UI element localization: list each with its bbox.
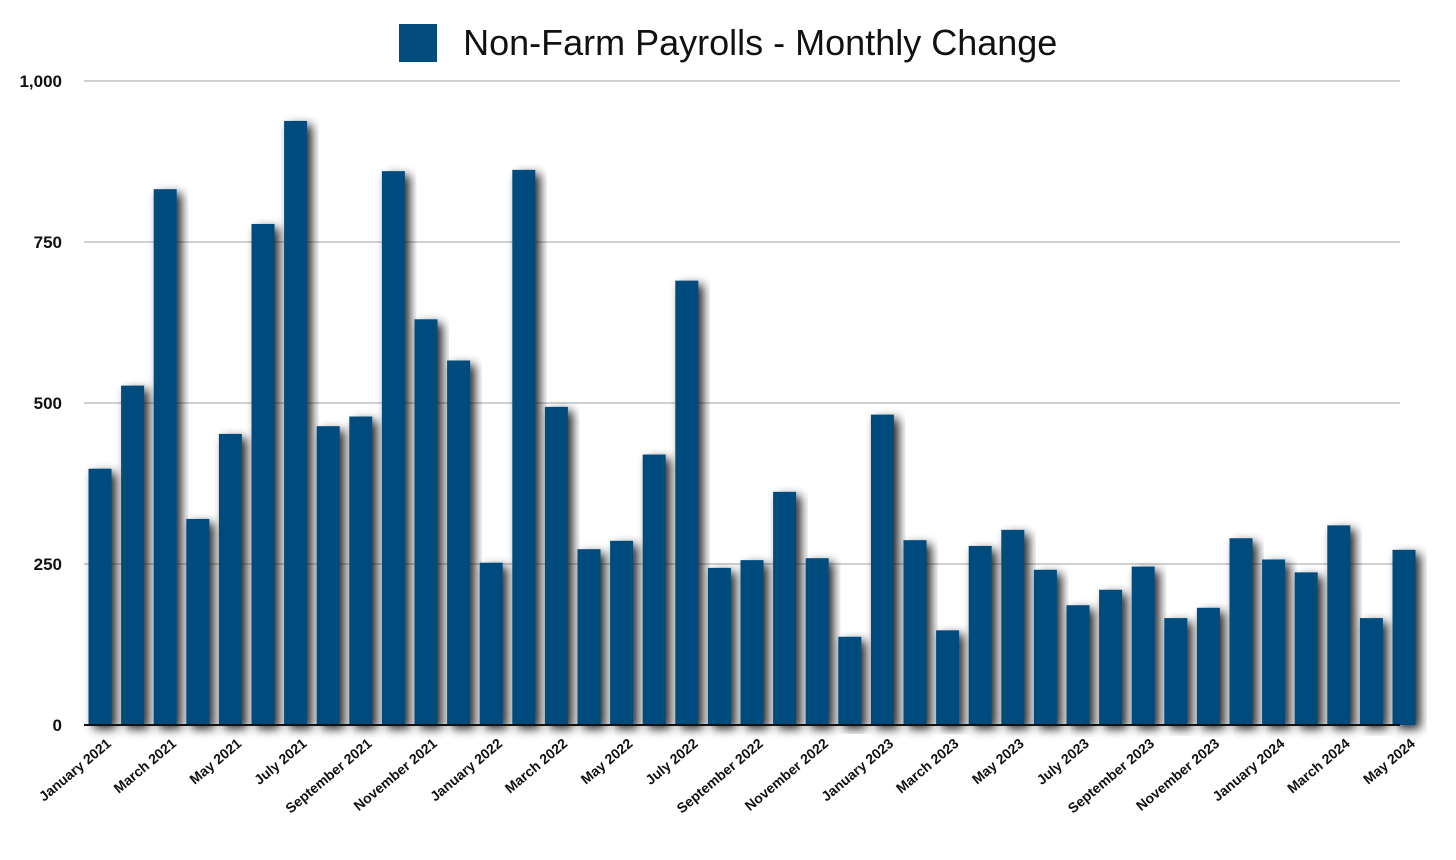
bar <box>1001 529 1025 725</box>
x-tick-label: July 2023 <box>1033 735 1092 788</box>
bar <box>1327 525 1351 725</box>
bar <box>1229 538 1253 725</box>
legend-swatch <box>398 24 437 62</box>
legend-label: Non-Farm Payrolls - Monthly Change <box>463 22 1058 63</box>
x-tick-label: July 2021 <box>251 735 310 788</box>
y-tick-label: 250 <box>34 555 62 574</box>
y-tick-label: 0 <box>53 716 62 735</box>
bar <box>414 319 438 725</box>
bar <box>121 385 145 725</box>
bar <box>642 454 666 725</box>
bar <box>251 223 275 725</box>
bar <box>870 414 894 725</box>
bar <box>1392 549 1416 725</box>
bar <box>1131 566 1155 725</box>
bar <box>1066 605 1090 725</box>
bar <box>1164 618 1188 725</box>
y-tick-label: 1,000 <box>19 72 62 91</box>
bar <box>1196 607 1220 725</box>
x-tick-label: March 2023 <box>893 735 962 796</box>
x-tick-label: May 2023 <box>969 735 1027 787</box>
x-tick-label: March 2024 <box>1284 735 1353 796</box>
bars <box>88 120 1416 726</box>
bar <box>349 416 373 725</box>
x-tick-label: May 2022 <box>578 735 636 787</box>
bar <box>1099 589 1123 725</box>
bar <box>903 540 927 725</box>
y-tick-label: 750 <box>34 233 62 252</box>
bar <box>381 171 405 725</box>
bar <box>512 169 536 725</box>
x-tick-label: January 2023 <box>818 735 896 804</box>
bar <box>675 280 699 725</box>
bar <box>218 433 242 725</box>
x-tick-label: March 2022 <box>502 735 571 796</box>
bar <box>707 567 731 725</box>
x-tick-label: July 2022 <box>642 735 701 788</box>
gridlines <box>84 80 1400 565</box>
bar <box>153 189 177 725</box>
bar <box>740 560 764 725</box>
bar <box>1294 572 1318 725</box>
x-tick-label: January 2024 <box>1209 735 1287 804</box>
bar <box>936 630 960 725</box>
bar <box>479 562 503 725</box>
bar <box>773 491 797 725</box>
bar <box>577 549 601 725</box>
bar <box>316 426 340 725</box>
x-tick-label: January 2021 <box>36 735 114 804</box>
y-tick-label: 500 <box>34 394 62 413</box>
bar <box>1262 559 1286 725</box>
bar <box>1359 618 1383 725</box>
bar <box>284 120 308 726</box>
bar <box>88 468 112 725</box>
bar <box>968 545 992 725</box>
bar <box>544 406 568 725</box>
bar <box>186 518 210 725</box>
bar <box>838 636 862 725</box>
legend: Non-Farm Payrolls - Monthly Change <box>0 22 1456 64</box>
x-tick-label: January 2022 <box>427 735 505 804</box>
x-tick-label: May 2021 <box>186 735 244 787</box>
bar <box>1033 569 1057 725</box>
bar <box>447 360 471 725</box>
x-tick-label: March 2021 <box>110 735 179 796</box>
bar <box>610 540 634 725</box>
x-tick-label: May 2024 <box>1360 735 1418 787</box>
bar <box>805 558 829 725</box>
